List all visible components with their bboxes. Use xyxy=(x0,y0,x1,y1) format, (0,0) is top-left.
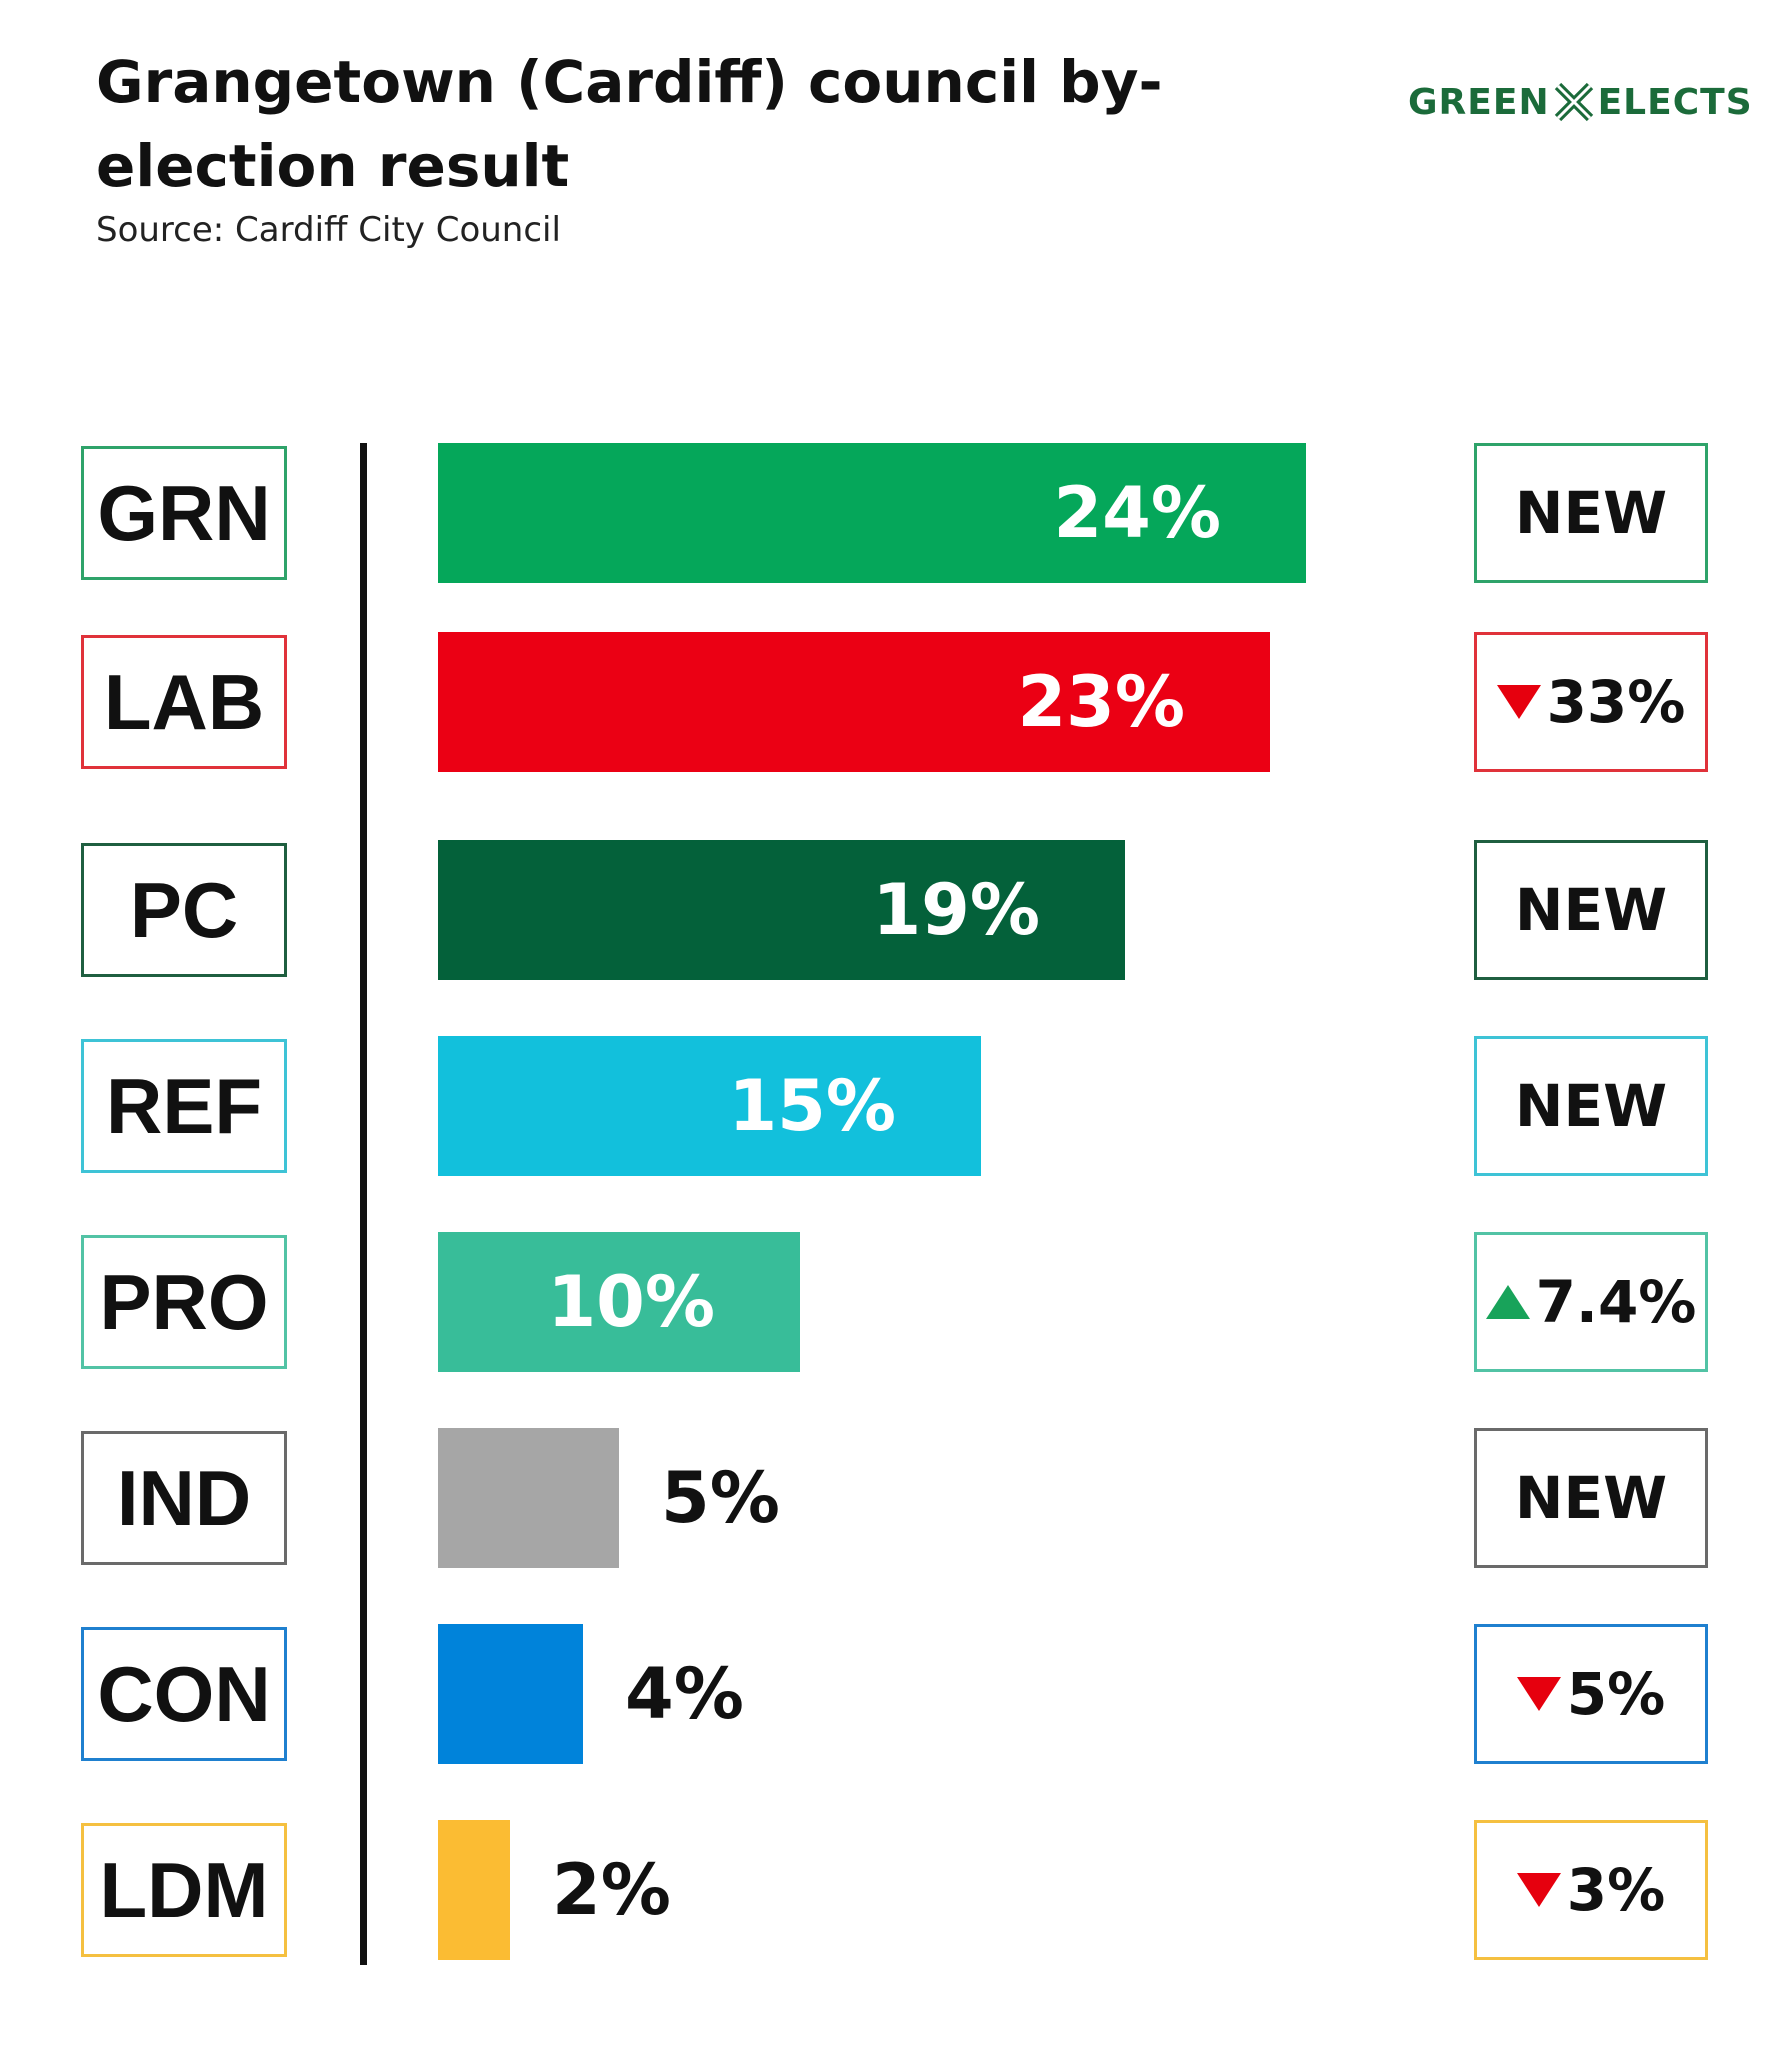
change-label-con: 5% xyxy=(1566,1660,1666,1728)
change-label-ind: NEW xyxy=(1514,1464,1668,1532)
party-label-ind: IND xyxy=(81,1431,287,1565)
change-label-ref: NEW xyxy=(1514,1072,1668,1140)
change-label-pc: NEW xyxy=(1514,876,1668,944)
change-box-grn: NEW xyxy=(1474,443,1708,583)
bar-ldm xyxy=(438,1820,510,1960)
bar-pro xyxy=(438,1232,800,1372)
chart-subtitle: Source: Cardiff City Council xyxy=(96,210,561,250)
change-box-pro: 7.4% xyxy=(1474,1232,1708,1372)
cross-icon xyxy=(1554,82,1593,122)
value-label-grn: 24% xyxy=(1053,472,1221,554)
down-arrow-icon xyxy=(1496,685,1541,719)
value-label-lab: 23% xyxy=(1017,661,1185,743)
party-label-pc: PC xyxy=(81,843,287,977)
change-label-grn: NEW xyxy=(1514,479,1668,547)
value-label-ind: 5% xyxy=(661,1457,780,1539)
bar-con xyxy=(438,1624,583,1764)
party-label-con: CON xyxy=(81,1627,287,1761)
party-label-grn: GRN xyxy=(81,446,287,580)
change-box-pc: NEW xyxy=(1474,840,1708,980)
change-label-lab: 33% xyxy=(1546,668,1686,736)
value-label-pro: 10% xyxy=(547,1261,715,1343)
party-label-ldm: LDM xyxy=(81,1823,287,1957)
change-box-ldm: 3% xyxy=(1474,1820,1708,1960)
change-box-lab: 33% xyxy=(1474,632,1708,772)
bar-lab xyxy=(438,632,1270,772)
change-box-ref: NEW xyxy=(1474,1036,1708,1176)
up-arrow-icon xyxy=(1485,1285,1530,1319)
change-box-con: 5% xyxy=(1474,1624,1708,1764)
party-label-lab: LAB xyxy=(81,635,287,769)
value-label-ldm: 2% xyxy=(552,1849,671,1931)
chart-axis-line xyxy=(360,443,367,1965)
party-label-pro: PRO xyxy=(81,1235,287,1369)
value-label-pc: 19% xyxy=(872,869,1040,951)
party-label-ref: REF xyxy=(81,1039,287,1173)
logo-text-right: ELECTS xyxy=(1597,81,1753,123)
value-label-ref: 15% xyxy=(728,1065,896,1147)
change-label-pro: 7.4% xyxy=(1535,1268,1697,1336)
bar-ref xyxy=(438,1036,981,1176)
value-label-con: 4% xyxy=(625,1653,744,1735)
change-box-ind: NEW xyxy=(1474,1428,1708,1568)
chart-title: Grangetown (Cardiff) council by-election… xyxy=(96,48,1163,200)
down-arrow-icon xyxy=(1516,1677,1561,1711)
change-label-ldm: 3% xyxy=(1566,1856,1666,1924)
logo-text-left: GREEN xyxy=(1408,81,1550,123)
bar-pc xyxy=(438,840,1125,980)
bar-ind xyxy=(438,1428,619,1568)
bar-grn xyxy=(438,443,1306,583)
down-arrow-icon xyxy=(1516,1873,1561,1907)
green-elects-logo: GREEN ELECTS xyxy=(1408,72,1764,132)
